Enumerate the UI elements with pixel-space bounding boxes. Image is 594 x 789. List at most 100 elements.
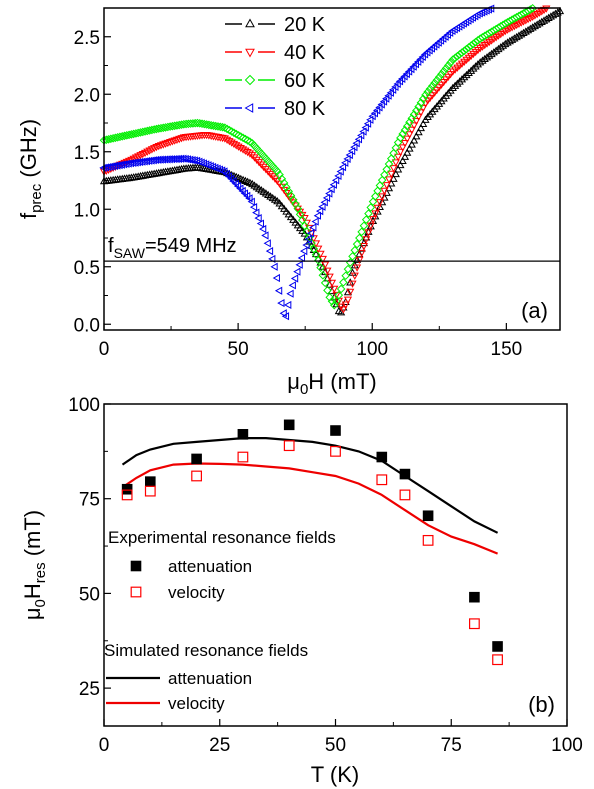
data-point [359, 221, 369, 231]
data-point [368, 216, 378, 225]
legend-label: 20 K [284, 14, 326, 36]
data-point [325, 293, 335, 302]
data-point [168, 121, 177, 131]
data-point [320, 198, 328, 207]
data-point [131, 129, 141, 138]
data-point [412, 118, 421, 126]
data-point [460, 73, 469, 81]
data-point [158, 123, 168, 133]
data-point [378, 193, 387, 201]
data-point [346, 278, 355, 286]
simulated-velocity-line [121, 462, 499, 555]
data-point [469, 618, 480, 630]
data-point [111, 133, 120, 143]
panel-a-xlabel: μ0H (mT) [287, 369, 376, 398]
data-point [361, 215, 371, 224]
data-point [259, 151, 268, 161]
data-point [330, 285, 339, 294]
data-point [237, 429, 249, 440]
data-point [352, 239, 362, 249]
data-point [307, 230, 316, 238]
data-point [261, 154, 271, 163]
data-point [434, 72, 444, 82]
data-point [266, 170, 275, 179]
data-point [376, 474, 388, 486]
data-point [277, 174, 287, 184]
data-point [174, 120, 184, 130]
data-point [165, 122, 175, 131]
data-point [366, 222, 375, 230]
data-point [382, 182, 391, 190]
data-point [222, 124, 232, 134]
data-point [359, 243, 369, 251]
data-point [121, 489, 133, 501]
data-point [357, 249, 366, 258]
data-point [281, 312, 290, 321]
data-point [391, 82, 399, 91]
data-point [352, 139, 360, 148]
data-point [283, 419, 295, 431]
data-point [297, 253, 306, 263]
data-point [409, 136, 419, 144]
data-point [331, 176, 340, 185]
data-point [248, 152, 257, 160]
data-point [289, 215, 298, 223]
data-point [338, 163, 347, 172]
x-tick-label: 50 [325, 735, 346, 756]
data-point [405, 144, 414, 152]
data-point [284, 300, 292, 310]
data-point [457, 75, 467, 83]
data-point [236, 132, 246, 141]
data-point [295, 210, 305, 219]
data-point [380, 193, 389, 201]
panel-b: 0 25 50 75 100 25 50 75 100 Experimental resonan… [20, 395, 583, 787]
data-point [409, 110, 419, 119]
data-point [455, 77, 464, 85]
x-tick-label: 100 [356, 339, 388, 360]
data-point [370, 109, 378, 118]
data-point [259, 163, 268, 172]
data-point [366, 115, 374, 124]
legend-marker [244, 74, 256, 86]
data-point [339, 306, 348, 314]
data-point [323, 286, 332, 295]
data-point [318, 202, 326, 211]
data-point [368, 216, 378, 224]
data-point [416, 123, 426, 132]
data-point [345, 150, 353, 160]
data-point [455, 50, 464, 59]
y-tick-label: 2.0 [74, 85, 100, 106]
data-point [266, 159, 275, 168]
data-point [286, 212, 296, 221]
data-point [145, 126, 154, 135]
data-point [295, 223, 305, 232]
panel-a-ticks: 0 50 100 150 0.0 0.5 1.0 1.5 2.0 2.5 [74, 28, 523, 360]
legend-label: 80 K [284, 98, 326, 120]
data-point [117, 132, 127, 141]
data-point [469, 39, 478, 49]
legend-label: 60 K [284, 70, 326, 92]
data-point [357, 227, 366, 237]
data-point [407, 114, 417, 123]
data-point [462, 44, 471, 54]
data-point [371, 210, 380, 218]
data-point [403, 135, 412, 143]
data-point [399, 489, 411, 501]
data-point [133, 128, 143, 138]
series-80-k [99, 4, 495, 321]
data-point [309, 223, 317, 232]
data-point [300, 221, 309, 231]
data-point [314, 256, 323, 265]
data-point [469, 591, 480, 603]
data-point [311, 250, 321, 259]
data-point [257, 161, 266, 169]
data-point [396, 148, 405, 157]
data-point [270, 175, 280, 183]
simulated-attenuation-line [121, 437, 499, 534]
data-point [457, 48, 467, 57]
data-point [414, 102, 423, 111]
legend-marker [245, 48, 255, 58]
data-point [227, 127, 236, 136]
data-point [254, 146, 264, 156]
